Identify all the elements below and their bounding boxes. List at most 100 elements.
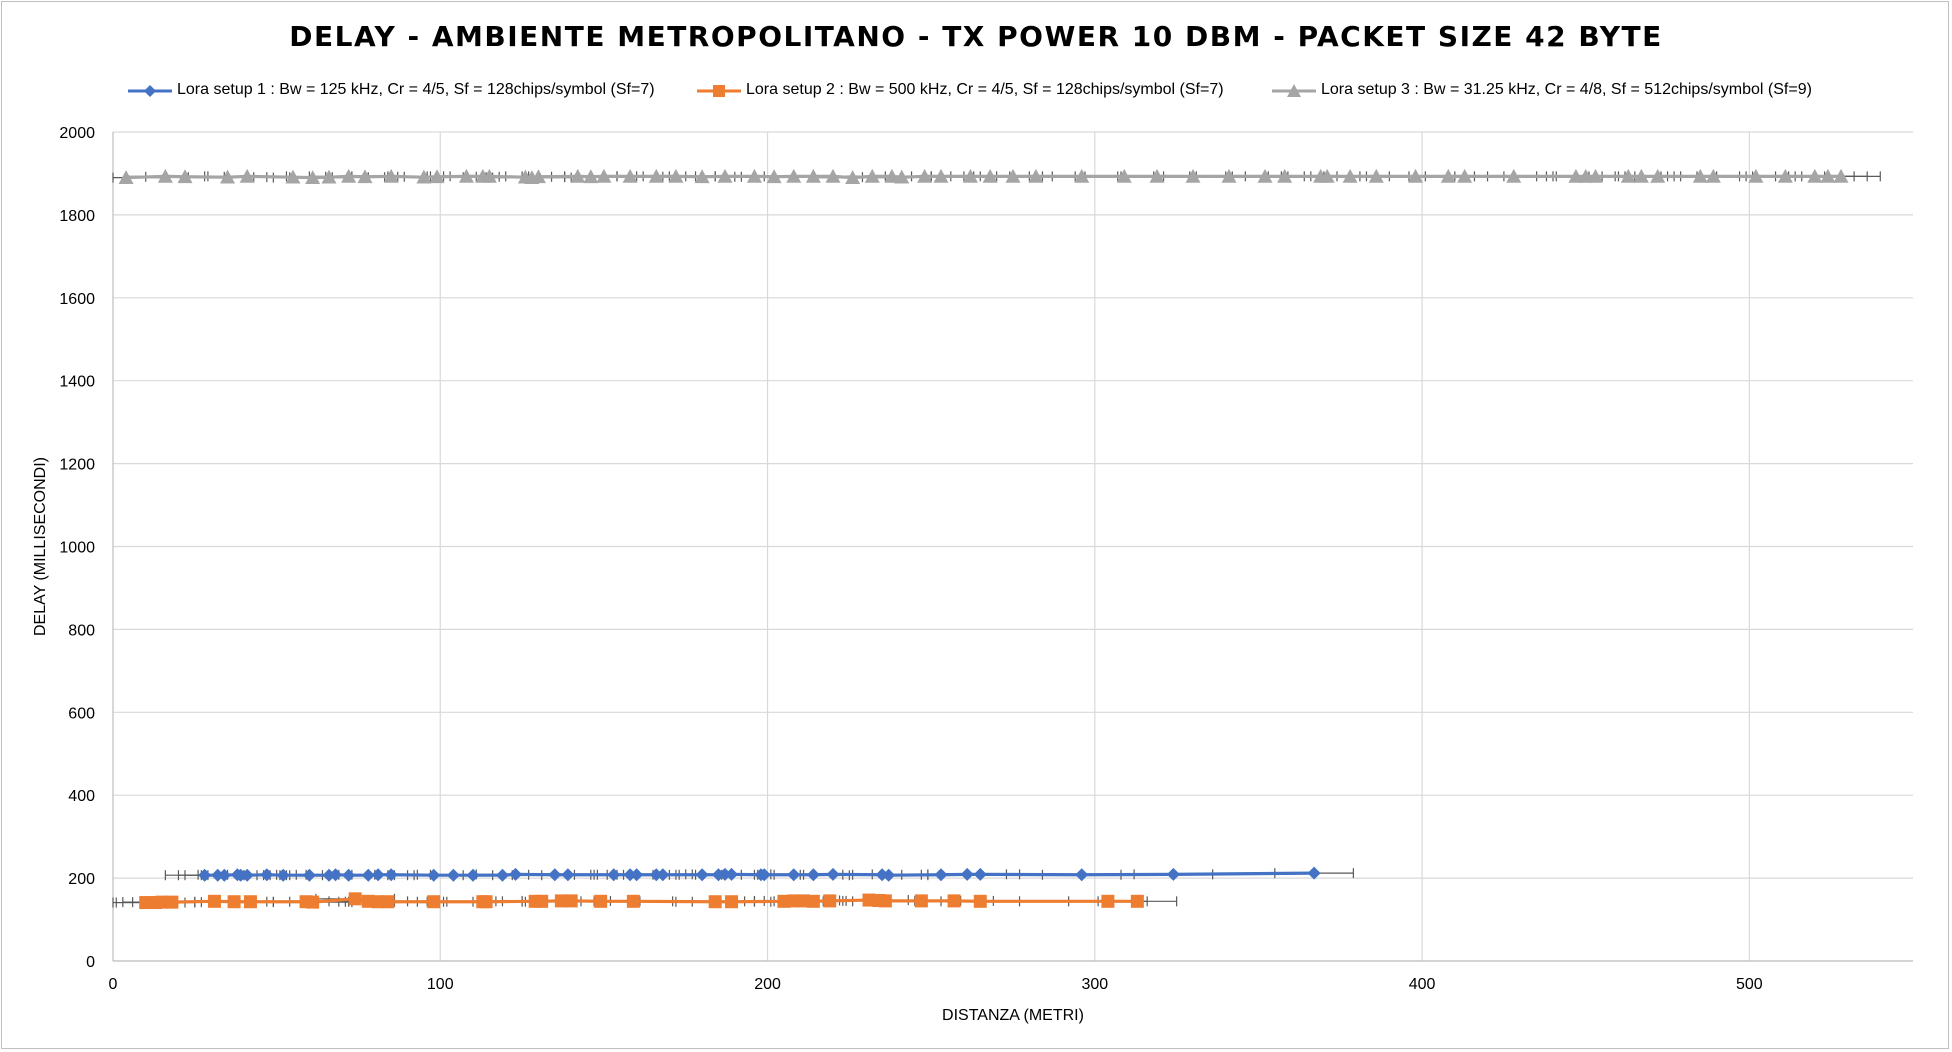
data-point-diamond	[548, 868, 562, 882]
series-line	[145, 897, 1138, 905]
data-point-triangle	[982, 168, 998, 183]
data-point-diamond	[466, 868, 480, 882]
data-point-triangle	[622, 168, 638, 183]
data-point-triangle	[894, 169, 910, 184]
data-point-triangle	[177, 169, 193, 184]
data-point-triangle	[1650, 168, 1666, 183]
data-point-triangle	[717, 168, 733, 183]
data-point-triangle	[285, 169, 301, 184]
data-point-triangle	[1748, 168, 1764, 183]
data-point-diamond	[240, 868, 254, 882]
data-point-triangle	[825, 168, 841, 183]
data-point-diamond	[276, 868, 290, 882]
data-point-triangle	[1568, 168, 1584, 183]
data-point-triangle	[1457, 168, 1473, 183]
data-point-square	[914, 894, 928, 908]
data-point-triangle	[1833, 168, 1849, 183]
data-point-triangle	[1692, 168, 1708, 183]
data-point-triangle	[481, 168, 497, 183]
data-point-triangle	[1440, 168, 1456, 183]
y-tick-label: 0	[86, 954, 95, 971]
data-point-diamond	[973, 867, 987, 881]
data-point-triangle	[1221, 168, 1237, 183]
data-point-triangle	[1820, 168, 1836, 183]
legend-diamond-marker	[128, 85, 172, 97]
data-point-diamond	[934, 868, 948, 882]
data-point-triangle	[845, 170, 861, 184]
x-axis-title: DISTANZA (METRI)	[942, 1007, 1084, 1024]
data-point-triangle	[786, 168, 802, 183]
data-point-diamond	[757, 868, 771, 882]
data-point-square	[371, 895, 385, 909]
data-point-triangle	[1185, 168, 1201, 183]
data-point-square	[207, 894, 221, 908]
data-point-triangle	[220, 169, 236, 184]
data-point-square	[227, 895, 241, 909]
legend: Lora setup 1 : Bw = 125 kHz, Cr = 4/5, S…	[0, 80, 1952, 102]
data-point-triangle	[429, 169, 445, 184]
data-point-triangle	[1777, 168, 1793, 183]
data-point-triangle	[305, 170, 321, 184]
data-point-triangle	[1705, 168, 1721, 183]
data-point-triangle	[1149, 168, 1165, 183]
data-point-triangle	[118, 170, 134, 184]
data-point-square	[361, 894, 375, 908]
y-tick-label: 600	[68, 705, 95, 722]
data-point-triangle	[917, 168, 933, 183]
data-point-diamond	[1075, 868, 1089, 882]
data-point-triangle	[1116, 168, 1132, 183]
data-point-triangle	[383, 168, 399, 183]
data-point-triangle	[1005, 168, 1021, 183]
data-point-diamond	[211, 868, 225, 882]
data-point-triangle	[1319, 168, 1335, 183]
data-point-diamond	[384, 868, 398, 882]
data-point-diamond	[446, 868, 460, 882]
data-point-square	[165, 895, 179, 909]
data-point-triangle	[648, 168, 664, 183]
data-point-triangle	[805, 168, 821, 183]
data-point-triangle	[746, 168, 762, 183]
data-point-diamond	[361, 868, 375, 882]
data-point-triangle	[239, 168, 255, 183]
data-point-diamond	[427, 868, 441, 882]
x-tick-label: 400	[1409, 976, 1436, 993]
data-point-triangle	[458, 168, 474, 183]
data-point-triangle	[962, 168, 978, 183]
data-point-diamond	[630, 868, 644, 882]
data-point-square	[427, 895, 441, 909]
data-point-square	[777, 894, 791, 908]
legend-label-series-3: Lora setup 3 : Bw = 31.25 kHz, Cr = 4/8,…	[1321, 81, 1812, 98]
data-point-square	[862, 893, 876, 907]
data-point-square	[1101, 894, 1115, 908]
data-point-triangle	[1633, 168, 1649, 183]
data-point-diamond	[623, 868, 637, 882]
x-tick-label: 100	[427, 976, 454, 993]
y-tick-label: 400	[68, 788, 95, 805]
data-point-square	[708, 895, 722, 909]
data-point-square	[787, 894, 801, 908]
data-point-triangle	[1342, 168, 1358, 183]
data-point-diamond	[329, 868, 343, 882]
data-point-triangle	[583, 169, 599, 184]
data-point-square	[973, 894, 987, 908]
data-point-square	[348, 892, 362, 906]
data-point-triangle	[1807, 168, 1823, 183]
data-point-triangle	[1277, 168, 1293, 183]
data-point-diamond	[806, 868, 820, 882]
data-point-diamond	[1307, 866, 1321, 880]
data-point-diamond	[960, 867, 974, 881]
data-point-triangle	[884, 168, 900, 183]
data-point-diamond	[882, 868, 896, 882]
data-point-triangle	[864, 168, 880, 183]
data-point-triangle	[341, 168, 357, 183]
data-point-square	[878, 894, 892, 908]
data-point-square	[535, 894, 549, 908]
data-point-square	[797, 894, 811, 908]
data-point-square	[306, 895, 320, 909]
data-point-triangle	[1028, 168, 1044, 183]
data-point-triangle	[321, 169, 337, 184]
data-point-triangle	[694, 169, 710, 184]
data-point-square	[626, 894, 640, 908]
